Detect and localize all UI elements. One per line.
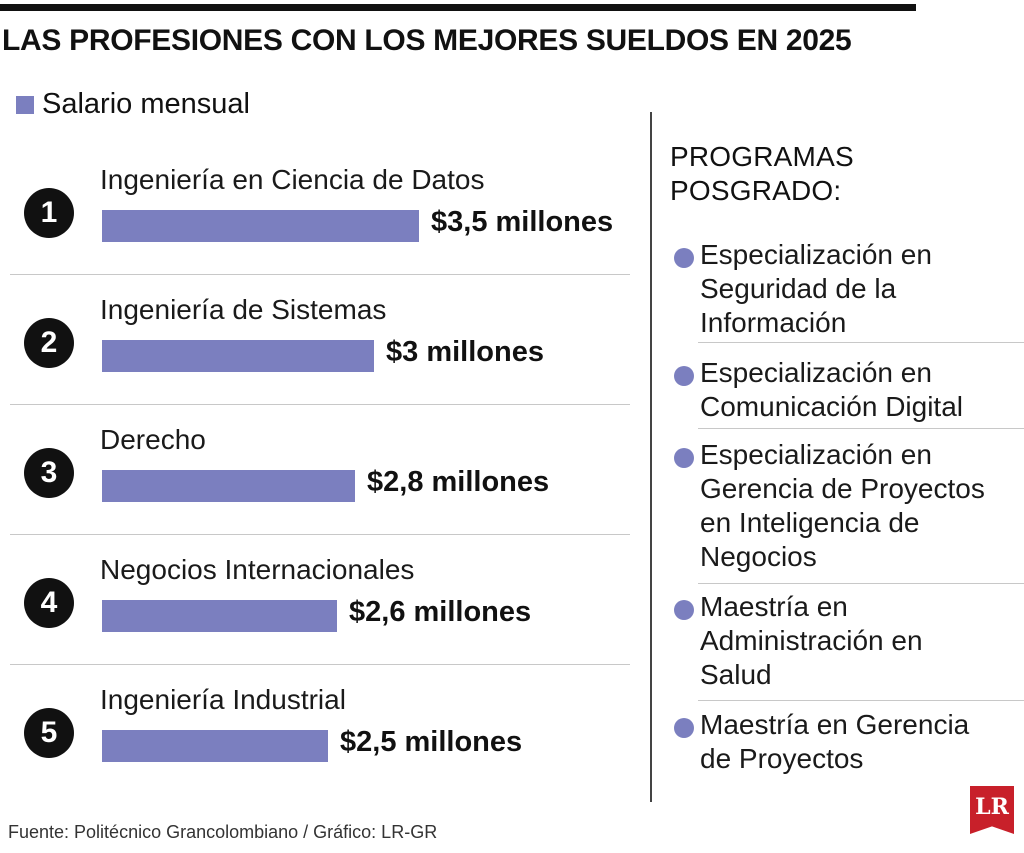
program-name: Especialización en Seguridad de la Informa… (674, 238, 1024, 340)
program-line: Gerencia de Proyectos (700, 473, 985, 504)
rank-badge: 2 (24, 318, 74, 368)
program-separator (698, 583, 1024, 584)
program-name: Maestría en Gerencia de Proyectos (674, 708, 1024, 776)
chart-row: 4 Negocios Internacionales $2,6 millones (0, 538, 630, 668)
program-line: Administración en (700, 625, 923, 656)
program-line: Especialización en (700, 439, 932, 470)
program-item: Maestría en Gerencia de Proyectos (674, 708, 1024, 776)
bullet-icon (674, 600, 694, 620)
program-item: Especialización en Gerencia de Proyectos e… (674, 438, 1024, 574)
program-item: Maestría en Administración en Salud (674, 590, 1024, 692)
category-label: Ingeniería de Sistemas (100, 294, 387, 325)
chart-row: 5 Ingeniería Industrial $2,5 millones (0, 668, 630, 798)
program-line: Comunicación Digital (700, 391, 964, 422)
lr-logo: LR (970, 786, 1014, 834)
rank-badge: 4 (24, 578, 74, 628)
bullet-icon (674, 248, 694, 268)
legend: Salario mensual (16, 88, 250, 121)
salary-bar (102, 730, 328, 762)
rank-badge: 1 (24, 188, 74, 238)
row-separator (10, 534, 630, 535)
bullet-icon (674, 718, 694, 738)
salary-bar (102, 340, 374, 372)
salary-bar (102, 470, 355, 502)
rank-badge: 3 (24, 448, 74, 498)
row-separator (10, 274, 630, 275)
category-label: Negocios Internacionales (100, 554, 415, 585)
program-line: Maestría en Gerencia (700, 709, 970, 740)
programs-title-line: PROGRAMAS (670, 141, 854, 172)
bullet-icon (674, 448, 694, 468)
program-item: Especialización en Comunicación Digital (674, 356, 1024, 424)
chart-row: 2 Ingeniería de Sistemas $3 millones (0, 278, 630, 408)
value-label: $3,5 millones (431, 206, 614, 238)
programs-title: PROGRAMAS POSGRADO: (670, 140, 930, 208)
program-line: Salud (700, 659, 772, 690)
value-label: $2,8 millones (367, 466, 550, 498)
program-line: en Inteligencia de (700, 507, 920, 538)
row-separator (10, 404, 630, 405)
legend-label: Salario mensual (42, 88, 250, 120)
program-separator (698, 700, 1024, 701)
program-name: Maestría en Administración en Salud (674, 590, 1024, 692)
chart-row: 3 Derecho $2,8 millones (0, 408, 630, 538)
value-label: $2,5 millones (340, 726, 523, 758)
program-separator (698, 342, 1024, 343)
row-separator (10, 664, 630, 665)
program-line: Seguridad de la (700, 273, 897, 304)
program-name: Especialización en Gerencia de Proyectos e… (674, 438, 1024, 574)
rank-badge: 5 (24, 708, 74, 758)
program-line: Información (700, 307, 847, 338)
program-name: Especialización en Comunicación Digital (674, 356, 1024, 424)
program-line: Especialización en (700, 239, 932, 270)
category-label: Ingeniería Industrial (100, 684, 346, 715)
source-note: Fuente: Politécnico Grancolombiano / Grá… (8, 822, 438, 842)
legend-swatch (16, 95, 34, 114)
chart-row: 1 Ingeniería en Ciencia de Datos $3,5 mill… (0, 148, 630, 278)
program-separator (698, 428, 1024, 429)
category-label: Ingeniería en Ciencia de Datos (100, 164, 485, 195)
category-label: Derecho (100, 424, 206, 455)
program-line: Negocios (700, 541, 817, 572)
column-divider (650, 112, 652, 802)
program-line: Especialización en (700, 357, 932, 388)
salary-bar (102, 600, 337, 632)
value-label: $2,6 millones (349, 596, 532, 628)
program-item: Especialización en Seguridad de la Informa… (674, 238, 1024, 340)
programs-title-line: POSGRADO: (670, 175, 842, 206)
program-line: Maestría en (700, 591, 848, 622)
chart-title: LAS PROFESIONES CON LOS MEJORES SUELDOS … (2, 24, 852, 57)
bullet-icon (674, 366, 694, 386)
top-rule (0, 4, 916, 11)
program-line: de Proyectos (700, 743, 864, 774)
value-label: $3 millones (386, 336, 544, 368)
salary-bar (102, 210, 419, 242)
